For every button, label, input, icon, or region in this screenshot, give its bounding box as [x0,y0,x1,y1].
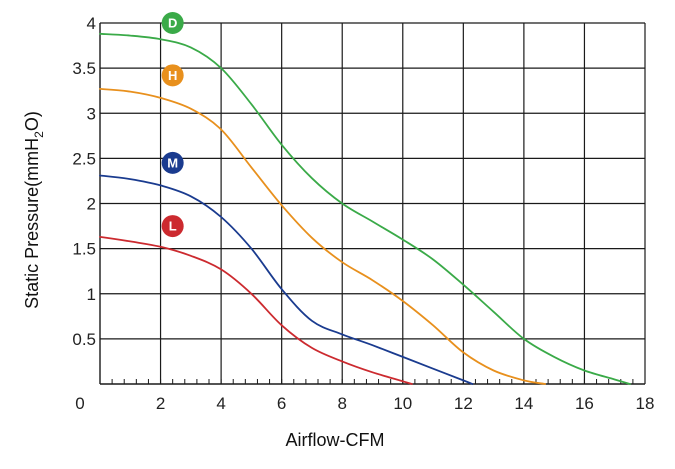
y-axis-title: Static Pressure(mmH2O) [22,111,46,309]
series-line-m [99,174,474,385]
y-tick-label-2.5: 2.5 [72,149,96,168]
y-tick-label-1.5: 1.5 [72,240,96,259]
badge-l: L [161,215,184,238]
badge-circle [161,64,184,87]
y-axis-title-end: O) [22,111,42,131]
series-line-h [99,88,546,385]
x-tick-label-16: 16 [575,394,594,413]
badge-h: H [161,64,184,87]
badge-m: M [161,151,184,174]
x-axis-title: Airflow-CFM [286,430,385,450]
chart-axes [99,23,645,385]
badge-circle [161,215,184,238]
y-axis-title-subscript: 2 [32,131,46,138]
series-lines [99,32,631,385]
x-tick-label-14: 14 [514,394,533,413]
badge-d: D [161,12,184,34]
badge-label: M [167,155,178,170]
x-tick-label-8: 8 [337,394,346,413]
y-tick-label-3: 3 [87,104,96,123]
series-line-l [99,236,413,385]
y-tick-label-3.5: 3.5 [72,59,96,78]
x-tick-label-18: 18 [636,394,655,413]
y-tick-label-4: 4 [87,14,96,33]
x-tick-label-6: 6 [277,394,286,413]
x-tick-label-2: 2 [156,394,165,413]
x-tick-label-12: 12 [454,394,473,413]
x-tick-label-10: 10 [393,394,412,413]
series-badges: D H M L [161,12,184,238]
y-axis-title-main: Static Pressure(mmH [22,138,42,309]
badge-label: L [169,219,177,234]
badge-label: H [168,68,177,83]
y-tick-label-2: 2 [87,195,96,214]
y-tick-label-1: 1 [87,285,96,304]
y-tick-label-0.5: 0.5 [72,330,96,349]
x-minor-ticks [99,379,646,384]
tick-labels: 0 2 4 6 8 10 12 14 16 18 0.5 1 1.5 2 2.5 3 3.5 4 [72,14,654,413]
x-tick-label-4: 4 [216,394,225,413]
badge-label: D [168,16,177,31]
series-line-d [99,32,631,385]
x-tick-label-0: 0 [75,394,84,413]
badge-circle [161,12,184,34]
chart-grid [100,22,646,384]
badge-circle [161,151,184,174]
